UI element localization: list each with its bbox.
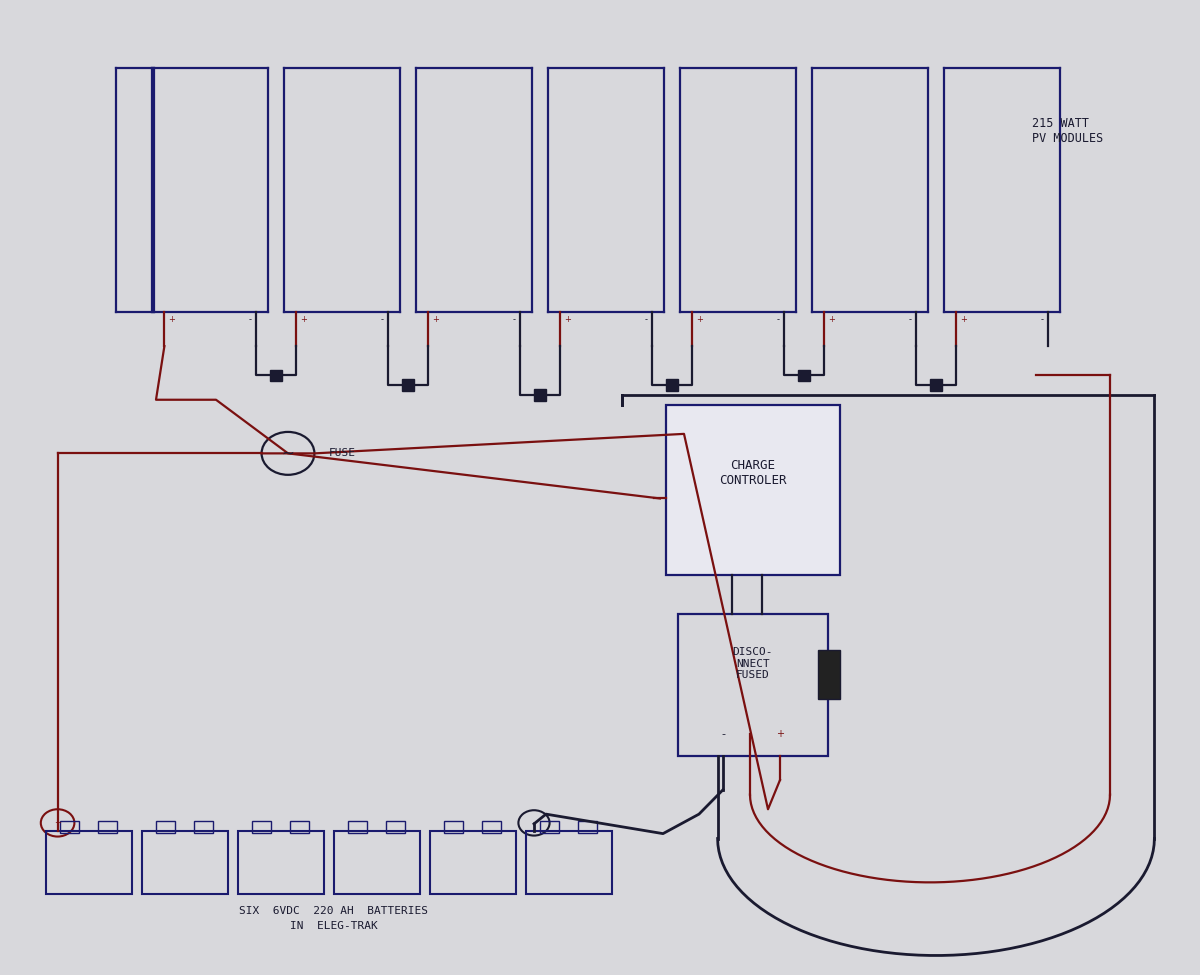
Text: -: - [778, 315, 780, 324]
Text: +: + [696, 315, 703, 324]
Bar [142, 831, 228, 894]
Text: 215 WATT
PV MODULES: 215 WATT PV MODULES [1032, 117, 1103, 145]
Bar [798, 370, 810, 381]
Bar [334, 831, 420, 894]
Bar [60, 821, 79, 834]
Text: +: + [776, 729, 784, 739]
Bar [482, 821, 502, 834]
Bar [444, 821, 463, 834]
Text: -: - [533, 818, 535, 828]
Text: -: - [646, 315, 648, 324]
Text: -: - [721, 729, 725, 739]
Text: IN  ELEG-TRAK: IN ELEG-TRAK [289, 921, 378, 931]
Bar [818, 650, 840, 699]
Bar [430, 831, 516, 894]
Text: FUSE: FUSE [329, 448, 356, 458]
Text: +: + [432, 315, 439, 324]
Bar [666, 379, 678, 391]
Bar [98, 821, 118, 834]
Bar [156, 821, 175, 834]
Text: ~: ~ [282, 446, 294, 461]
Text: CHARGE
CONTROLER: CHARGE CONTROLER [719, 459, 787, 487]
Bar [348, 821, 367, 834]
Bar [534, 389, 546, 401]
Bar [194, 821, 214, 834]
Text: +: + [168, 315, 175, 324]
Bar [238, 831, 324, 894]
Bar [678, 614, 828, 756]
Bar [252, 821, 271, 834]
Text: +: + [300, 315, 307, 324]
Text: -: - [248, 315, 252, 324]
Bar [290, 821, 310, 834]
Bar [540, 821, 559, 834]
Text: +: + [564, 315, 571, 324]
Bar [46, 831, 132, 894]
Text: -: - [514, 315, 516, 324]
Bar [578, 821, 598, 834]
Text: +: + [828, 315, 835, 324]
Text: -: - [380, 315, 384, 324]
Bar [270, 370, 282, 381]
Bar [386, 821, 406, 834]
Text: SIX  6VDC  220 AH  BATTERIES: SIX 6VDC 220 AH BATTERIES [239, 906, 428, 916]
Bar [930, 379, 942, 391]
Bar [402, 379, 414, 391]
Text: DISCO-
NNECT
FUSED: DISCO- NNECT FUSED [733, 647, 773, 681]
Bar [666, 405, 840, 575]
Bar [526, 831, 612, 894]
Text: +: + [960, 315, 967, 324]
Text: +: + [54, 818, 61, 828]
Text: -: - [1042, 315, 1044, 324]
Text: -: - [910, 315, 912, 324]
